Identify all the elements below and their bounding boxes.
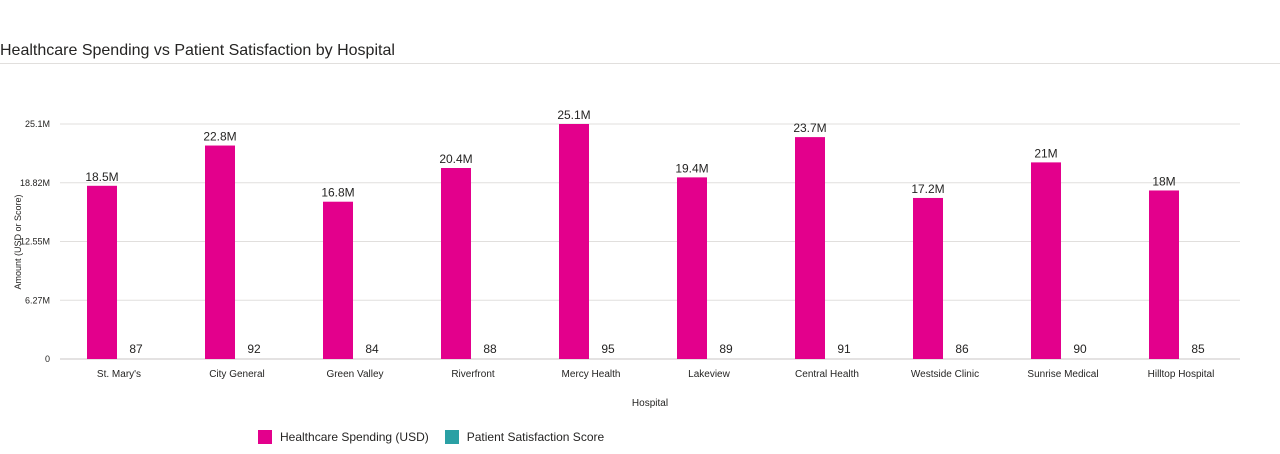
x-tick-label: St. Mary's [97, 369, 141, 380]
chart-title: Healthcare Spending vs Patient Satisfact… [0, 42, 395, 59]
bar-spending[interactable] [677, 177, 707, 359]
data-label: 18.5M [85, 170, 118, 184]
data-label: 23.7M [793, 121, 826, 135]
title-divider [0, 63, 1280, 64]
data-label: 16.8M [321, 186, 354, 200]
data-label: 84 [365, 342, 379, 356]
data-label: 18M [1152, 174, 1175, 188]
data-label: 87 [129, 342, 143, 356]
bar-spending[interactable] [441, 168, 471, 359]
legend-item-spending[interactable]: Healthcare Spending (USD) [258, 430, 429, 444]
y-tick-label: 25.1M [25, 119, 50, 129]
legend-label-spending: Healthcare Spending (USD) [280, 430, 429, 444]
y-tick-label: 18.82M [20, 178, 50, 188]
x-tick-label: City General [209, 369, 265, 380]
x-tick-label: Green Valley [326, 369, 383, 380]
x-tick-label: Sunrise Medical [1027, 369, 1098, 380]
bar-spending[interactable] [1149, 190, 1179, 359]
data-label: 92 [247, 342, 261, 356]
y-tick-label: 0 [45, 354, 50, 364]
data-label: 91 [837, 342, 851, 356]
x-tick-label: Hilltop Hospital [1148, 369, 1215, 380]
bar-spending[interactable] [205, 145, 235, 359]
data-label: 20.4M [439, 152, 472, 166]
x-tick-label: Lakeview [688, 369, 730, 380]
x-tick-label: Westside Clinic [911, 369, 979, 380]
data-label: 89 [719, 342, 733, 356]
x-tick-label: Riverfront [451, 369, 495, 380]
x-tick-label: Mercy Health [562, 369, 621, 380]
bar-spending[interactable] [913, 197, 943, 359]
y-axis-label: Amount (USD or Score) [13, 194, 23, 289]
bar-spending[interactable] [559, 124, 589, 359]
data-label: 25.1M [557, 108, 590, 122]
legend-swatch-satisfaction [444, 430, 459, 444]
y-tick-label: 6.27M [25, 295, 50, 305]
data-label: 17.2M [911, 182, 944, 196]
data-label: 88 [483, 342, 497, 356]
data-label: 21M [1034, 146, 1057, 160]
chart-legend: Healthcare Spending (USD) Patient Satisf… [258, 430, 620, 444]
bar-spending[interactable] [795, 137, 825, 359]
legend-swatch-spending [258, 430, 272, 444]
x-axis-label: Hospital [632, 398, 668, 409]
data-label: 90 [1073, 342, 1087, 356]
legend-label-satisfaction: Patient Satisfaction Score [466, 430, 605, 444]
legend-item-satisfaction[interactable]: Patient Satisfaction Score [444, 430, 605, 444]
bar-spending[interactable] [323, 201, 353, 359]
data-label: 22.8M [203, 130, 236, 144]
bar-spending[interactable] [1031, 162, 1061, 359]
bar-chart: 0 6.27M 12.55M 18.82M 25.1M St. Mary's City Ge… [13, 108, 1240, 409]
data-label: 95 [601, 342, 615, 356]
bar-spending[interactable] [87, 185, 117, 359]
data-label: 85 [1191, 342, 1205, 356]
y-tick-label: 12.55M [20, 237, 50, 247]
data-label: 86 [955, 342, 969, 356]
data-label: 19.4M [675, 161, 708, 175]
x-tick-label: Central Health [795, 369, 859, 380]
